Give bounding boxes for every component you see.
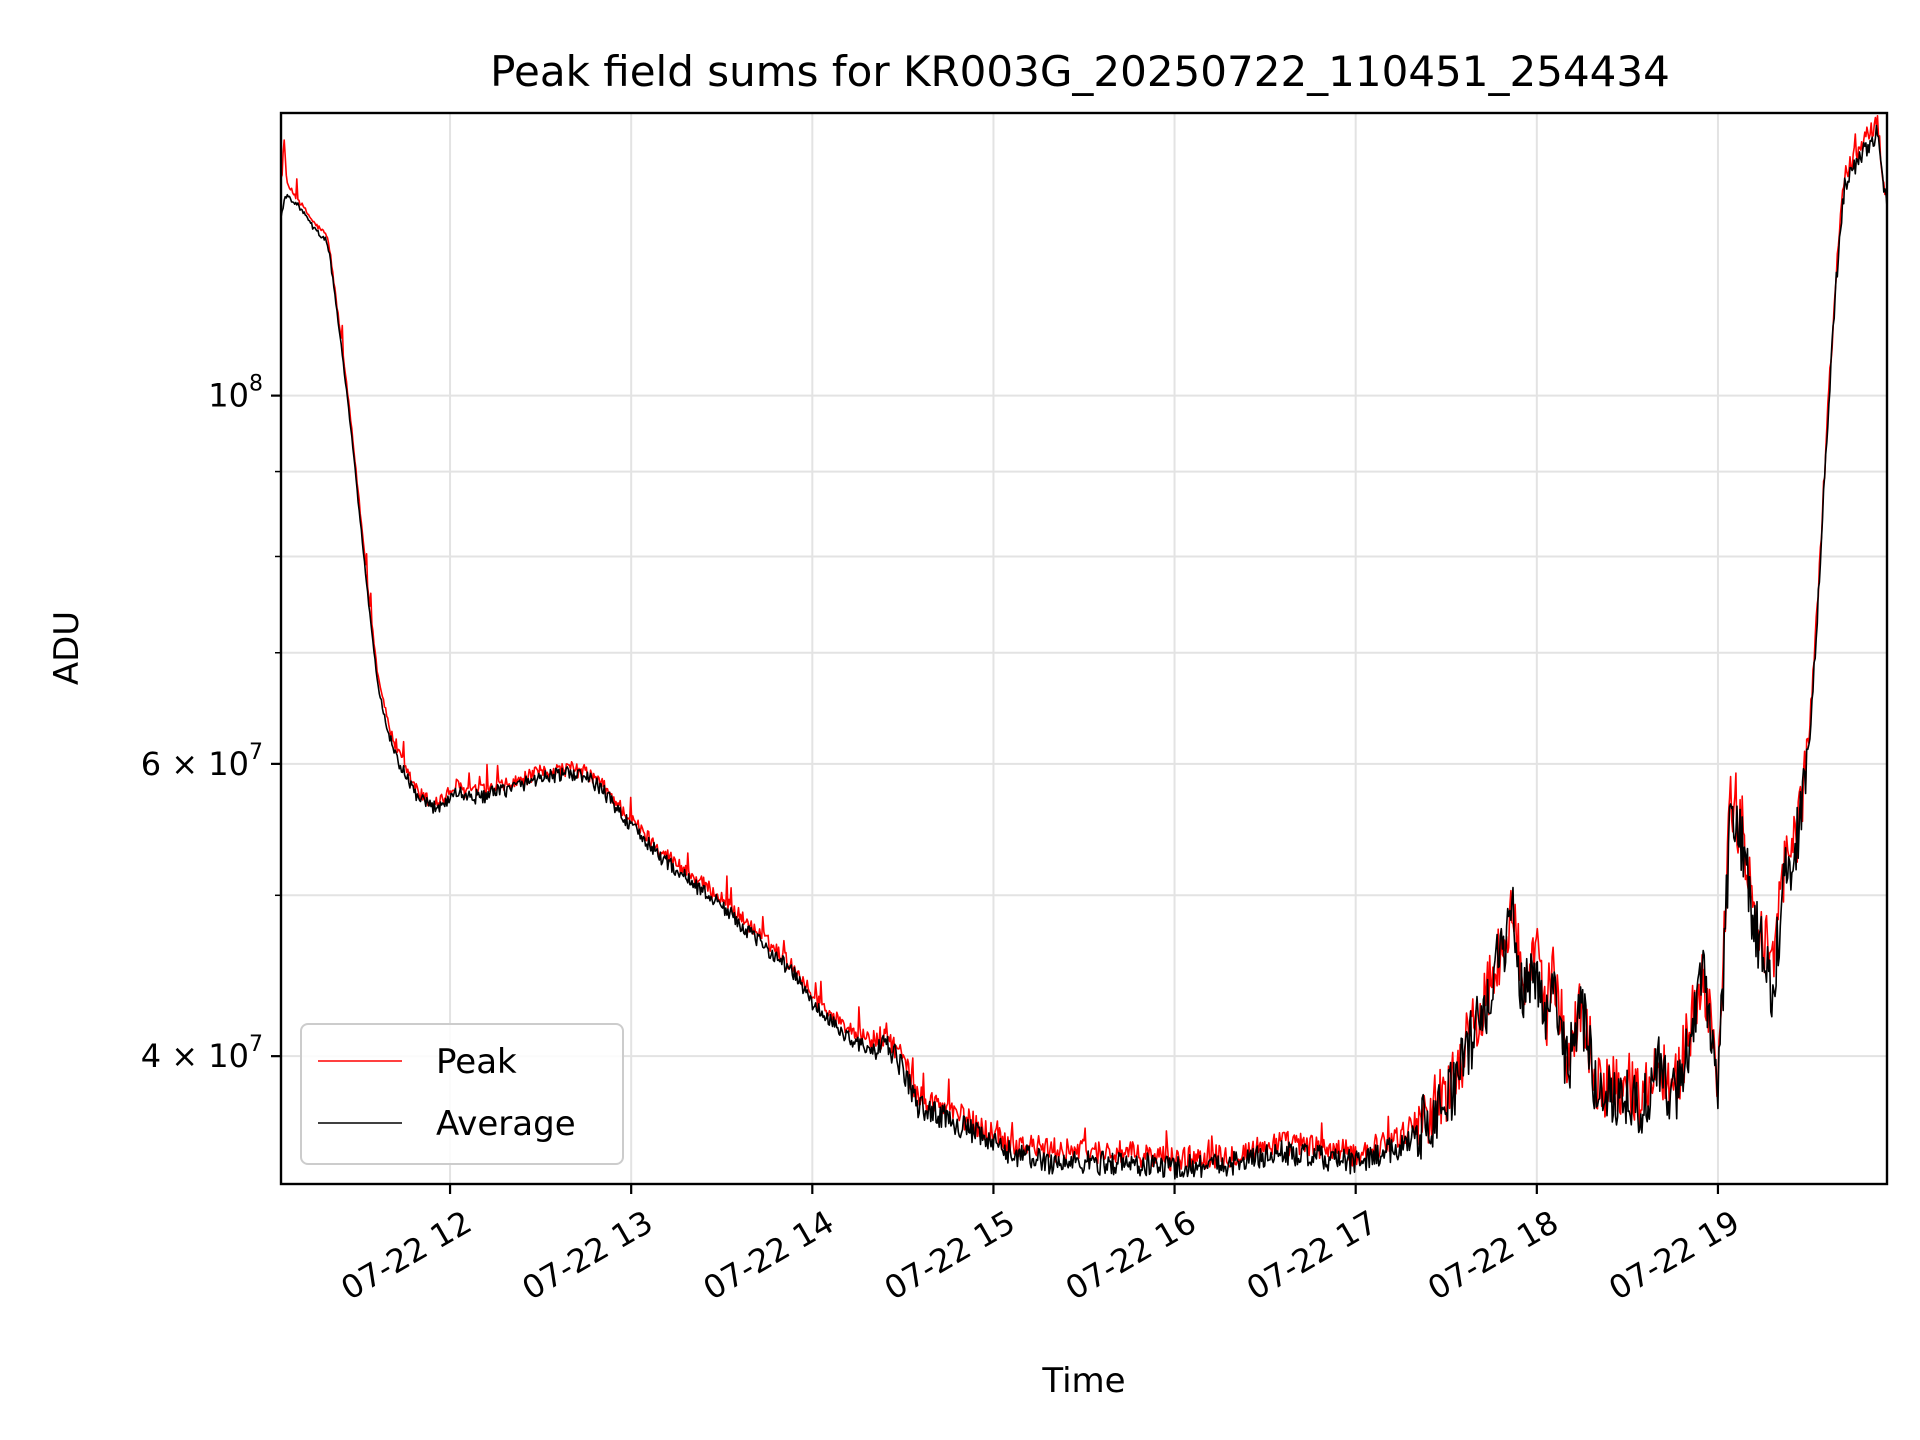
- series-line-average: [280, 124, 1888, 1180]
- y-tick-label: 6 × 107: [141, 740, 263, 783]
- y-axis-ticks: 108 6 × 107 4 × 107: [141, 372, 281, 1075]
- legend-box: [300, 1023, 624, 1165]
- y-tick-label: 108: [208, 372, 263, 415]
- plot-frame: [279, 111, 1889, 1186]
- x-axis-label: Time: [1041, 1361, 1125, 1401]
- series-line-peak: [280, 115, 1888, 1172]
- y-axis-label: ADU: [47, 611, 87, 685]
- grid: [281, 113, 1887, 1184]
- chart-title: Peak field sums for KR003G_20250722_1104…: [490, 47, 1670, 96]
- legend-label-average: Average: [436, 1104, 576, 1144]
- legend: Peak Average: [300, 1023, 624, 1165]
- legend-label-peak: Peak: [436, 1042, 517, 1082]
- series-layer: [280, 115, 1888, 1180]
- y-tick-label: 4 × 107: [141, 1032, 263, 1075]
